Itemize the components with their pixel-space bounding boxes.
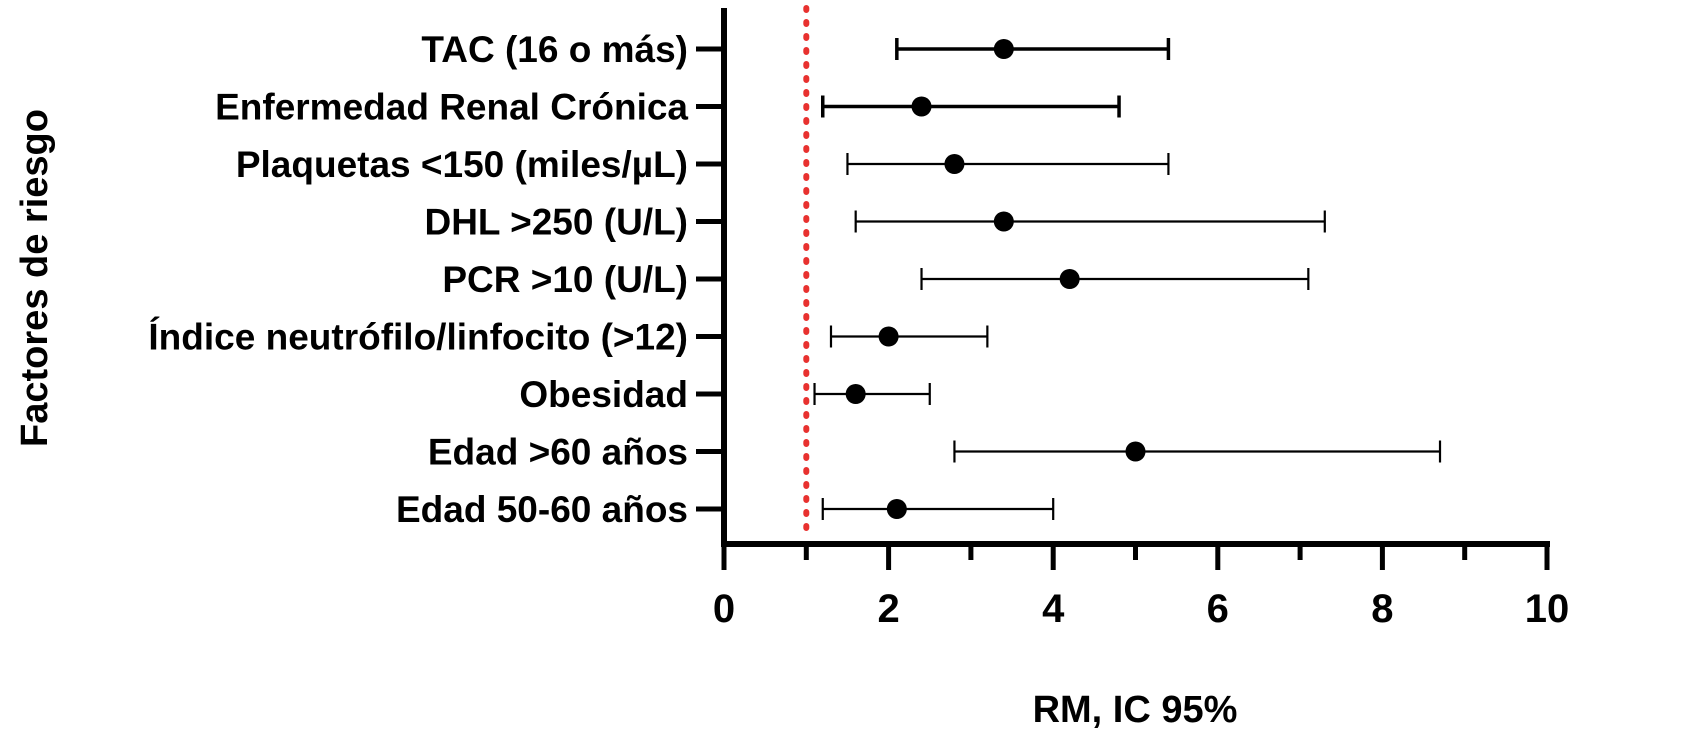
x-tick-label: 6 <box>1207 587 1229 631</box>
forest-row: DHL >250 (U/L) <box>424 202 1326 243</box>
forest-row: Edad >60 años <box>428 432 1442 473</box>
point-estimate <box>878 326 899 347</box>
x-tick-label: 4 <box>1042 587 1065 631</box>
forest-row: TAC (16 o más) <box>421 29 1171 70</box>
point-estimate <box>993 211 1014 232</box>
forest-row: Enfermedad Renal Crónica <box>215 87 1121 128</box>
forest-row: Edad 50-60 años <box>396 489 1055 530</box>
forest-row: Obesidad <box>519 374 931 415</box>
y-tick-label: Edad >60 años <box>428 432 688 473</box>
x-tick-label: 8 <box>1371 587 1393 631</box>
point-estimate <box>911 96 932 117</box>
point-estimate <box>1059 269 1080 289</box>
y-tick-label: Obesidad <box>519 374 688 415</box>
y-tick-label: Edad 50-60 años <box>396 489 688 530</box>
y-axis-title: Factores de riesgo <box>14 109 56 447</box>
x-tick-label: 0 <box>713 587 735 631</box>
point-estimate <box>886 499 907 519</box>
y-tick-label: PCR >10 (U/L) <box>442 259 688 300</box>
y-tick-label: TAC (16 o más) <box>421 29 688 70</box>
forest-row: PCR >10 (U/L) <box>442 259 1310 300</box>
forest-row: Plaquetas <150 (miles/µL) <box>236 144 1170 185</box>
y-tick-label: Índice neutrófilo/linfocito (>12) <box>148 317 688 358</box>
point-estimate <box>993 39 1014 59</box>
point-estimate <box>1125 441 1146 462</box>
point-estimate <box>845 384 866 404</box>
point-estimate <box>944 154 965 174</box>
y-tick-label: DHL >250 (U/L) <box>424 202 688 243</box>
x-tick-label: 2 <box>877 587 899 631</box>
x-axis-title: RM, IC 95% <box>1033 689 1238 731</box>
x-tick-label: 10 <box>1525 587 1570 631</box>
y-tick-label: Enfermedad Renal Crónica <box>215 87 688 128</box>
forest-row: Índice neutrófilo/linfocito (>12) <box>148 317 989 358</box>
y-tick-label: Plaquetas <150 (miles/µL) <box>236 144 688 185</box>
